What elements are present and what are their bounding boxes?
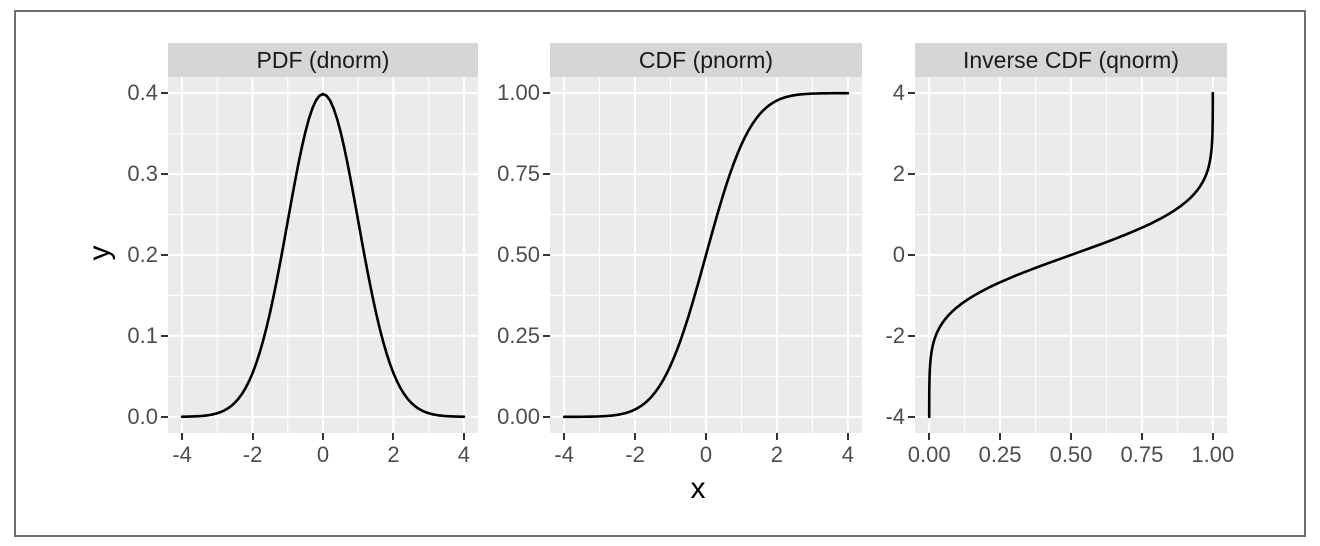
plot-panel xyxy=(550,77,862,433)
x-tick-label: 0.50 xyxy=(1049,442,1093,467)
y-tick-label: 0.50 xyxy=(497,242,540,267)
x-tick-label: -4 xyxy=(172,442,192,467)
x-tick-label: 0.00 xyxy=(907,442,951,467)
panel-canvas xyxy=(550,77,862,433)
curve-qnorm xyxy=(927,91,1215,419)
x-axis-title: x xyxy=(690,472,706,505)
y-tick-mark xyxy=(543,92,550,95)
y-tick-mark xyxy=(161,334,168,337)
y-tick-mark xyxy=(161,415,168,418)
x-tick-label: -2 xyxy=(242,442,263,467)
facet-strip-title: Inverse CDF (qnorm) xyxy=(963,46,1179,73)
y-tick-mark xyxy=(161,92,168,95)
x-tick-label: -2 xyxy=(625,442,645,467)
y-tick-label: 0.25 xyxy=(497,322,540,348)
x-tick-mark xyxy=(775,433,778,440)
x-tick-label: -4 xyxy=(554,442,574,467)
x-tick-mark xyxy=(846,433,849,440)
y-tick-label: 0.75 xyxy=(497,161,540,187)
facet-strip: PDF (dnorm) xyxy=(168,43,478,77)
y-tick-label: 0.3 xyxy=(127,161,158,187)
facet-cdf: CDF (pnorm) 0.00 0.25 0.50 0.75 1.00 -4 -2 0 2 4 xyxy=(497,0,862,546)
y-tick-label: -4 xyxy=(885,403,905,429)
x-tick-mark xyxy=(392,433,395,440)
x-tick-label: 0.75 xyxy=(1120,442,1164,467)
facet-strip: CDF (pnorm) xyxy=(550,43,862,77)
x-tick-label: 1.00 xyxy=(1191,442,1235,467)
facet-strip-title: CDF (pnorm) xyxy=(638,46,774,73)
x-tick-mark xyxy=(462,433,465,440)
x-tick-label: 2 xyxy=(770,442,784,467)
y-tick-mark xyxy=(908,254,915,256)
y-tick-label: 0.4 xyxy=(127,80,158,106)
y-tick-label: 0.1 xyxy=(127,322,158,348)
x-tick-mark xyxy=(563,433,566,440)
y-tick-label: 4 xyxy=(892,80,905,106)
y-tick-mark xyxy=(543,334,550,337)
facet-strip: Inverse CDF (qnorm) xyxy=(915,43,1227,77)
x-tick-mark xyxy=(928,433,931,440)
facet-inverse-cdf: Inverse CDF (qnorm) -4 -2 0 2 4 0.00 0.25 0.50 0… xyxy=(885,0,1234,546)
x-tick-mark xyxy=(322,433,324,440)
y-tick-mark xyxy=(161,254,168,256)
plot-panel xyxy=(168,77,478,433)
x-tick-label: 0.25 xyxy=(978,442,1022,467)
curve-cdf xyxy=(562,91,850,419)
y-tick-label: 0.00 xyxy=(497,403,540,429)
y-tick-label: -2 xyxy=(885,322,905,348)
x-tick-mark xyxy=(705,433,707,440)
x-tick-label: 4 xyxy=(841,442,854,467)
x-tick-label: 4 xyxy=(457,442,471,467)
plot-panel xyxy=(915,77,1227,433)
x-tick-label: 0 xyxy=(316,442,330,467)
y-tick-label: 0 xyxy=(892,242,905,267)
y-tick-mark xyxy=(908,92,915,95)
y-tick-label: 0.2 xyxy=(127,242,158,267)
x-tick-mark xyxy=(181,433,184,440)
x-tick-mark xyxy=(1070,433,1072,440)
panel-canvas xyxy=(915,77,1227,433)
y-tick-mark xyxy=(543,415,550,418)
y-tick-mark xyxy=(908,173,915,176)
curve-pdf xyxy=(180,92,466,419)
x-tick-label: 2 xyxy=(387,442,400,467)
y-tick-mark xyxy=(543,254,550,256)
x-tick-mark xyxy=(251,433,254,440)
x-tick-mark xyxy=(634,433,637,440)
panel-canvas xyxy=(168,77,478,433)
y-tick-mark xyxy=(543,173,550,176)
facet-strip-title: PDF (dnorm) xyxy=(256,46,390,73)
y-tick-mark xyxy=(161,173,168,176)
y-tick-mark xyxy=(908,334,915,337)
y-tick-label: 2 xyxy=(892,161,905,187)
x-tick-label: 0 xyxy=(699,442,713,467)
x-tick-mark xyxy=(999,433,1002,440)
y-tick-label: 1.00 xyxy=(497,80,540,106)
y-tick-label: 0.0 xyxy=(127,403,158,429)
y-tick-mark xyxy=(908,415,915,418)
x-tick-mark xyxy=(1211,433,1214,440)
x-tick-mark xyxy=(1140,433,1143,440)
facet-pdf: PDF (dnorm) 0.0 0.1 0.2 0.3 0.4 -4 -2 0 2 4 xyxy=(127,0,478,546)
